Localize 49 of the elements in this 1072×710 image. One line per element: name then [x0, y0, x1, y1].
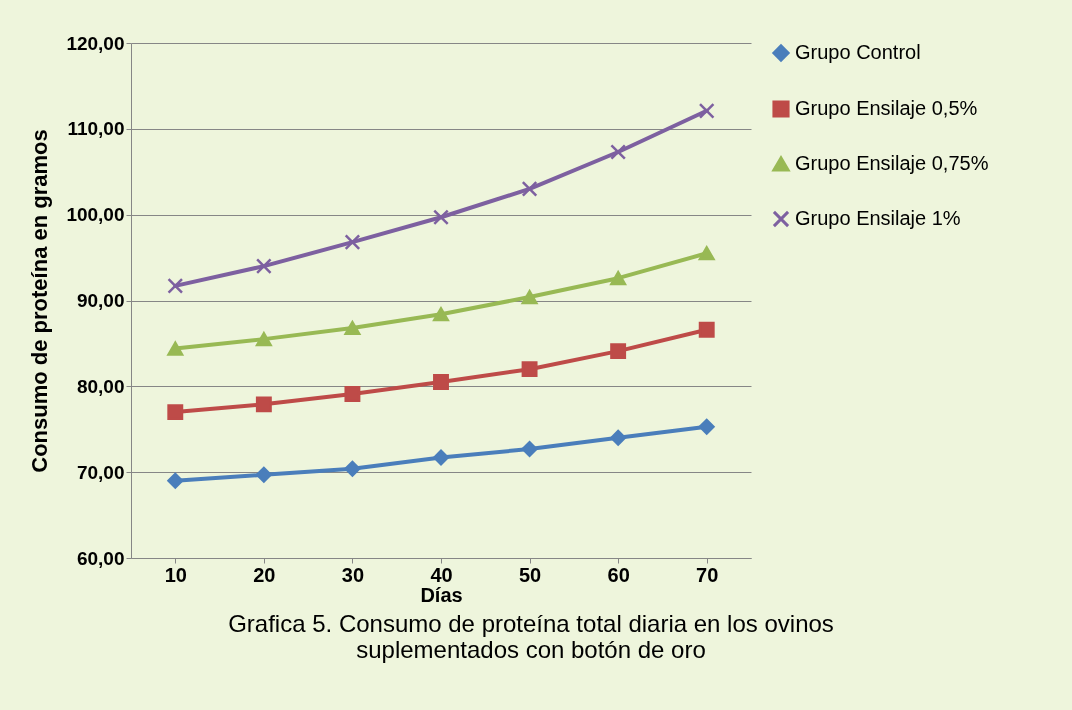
y-tick-label: 70,00	[76, 461, 125, 483]
point	[521, 441, 538, 457]
point	[433, 209, 449, 226]
point	[344, 234, 361, 251]
point	[344, 320, 361, 336]
legend-label: Grupo Ensilaje 0,75%	[795, 152, 989, 174]
y-tick-label: 80,00	[76, 375, 125, 397]
point	[255, 258, 272, 275]
point	[433, 307, 449, 322]
y-axis-title: Consumo de proteína en gramos	[27, 129, 53, 473]
y-tick-label: 100,00	[66, 204, 125, 226]
y-tick-label: 120,00	[66, 32, 125, 54]
point	[433, 374, 449, 390]
point	[521, 180, 538, 197]
point	[610, 144, 627, 160]
point	[698, 321, 715, 338]
point	[255, 332, 272, 347]
x-axis-title: Días	[420, 583, 463, 606]
point	[167, 341, 184, 356]
point	[698, 102, 715, 119]
text: Grafica 5. Consumo de proteína total diaria en los ovinos suplementados con botón de oro	[228, 610, 834, 663]
point	[433, 449, 449, 466]
point	[167, 277, 184, 294]
point	[610, 429, 627, 446]
point	[610, 271, 627, 286]
legend-label: Grupo Ensilaje 0,5%	[795, 97, 978, 119]
legend-label: Grupo Control	[795, 41, 921, 63]
y-tick-label: 110,00	[67, 118, 125, 140]
x-tick-label: 40	[430, 563, 453, 586]
point	[167, 404, 184, 421]
point	[255, 466, 272, 483]
legend-label: Grupo Ensilaje 1%	[795, 207, 961, 229]
x-tick-label: 60	[607, 563, 630, 586]
x-tick-label: 50	[518, 563, 542, 586]
y-tick-label: 90,00	[76, 290, 125, 311]
point	[255, 396, 272, 413]
point	[698, 418, 715, 435]
point	[521, 361, 538, 378]
point	[521, 290, 538, 305]
y-tick-label: 60,00	[76, 547, 125, 569]
point	[344, 386, 361, 403]
x-tick-label: 30	[341, 563, 365, 586]
point	[344, 460, 361, 477]
x-tick-label: 10	[164, 563, 187, 586]
x-tick-label: 70	[696, 563, 719, 586]
point	[167, 472, 184, 489]
point	[698, 246, 715, 261]
x-tick-label: 20	[253, 563, 276, 586]
point	[610, 343, 627, 360]
